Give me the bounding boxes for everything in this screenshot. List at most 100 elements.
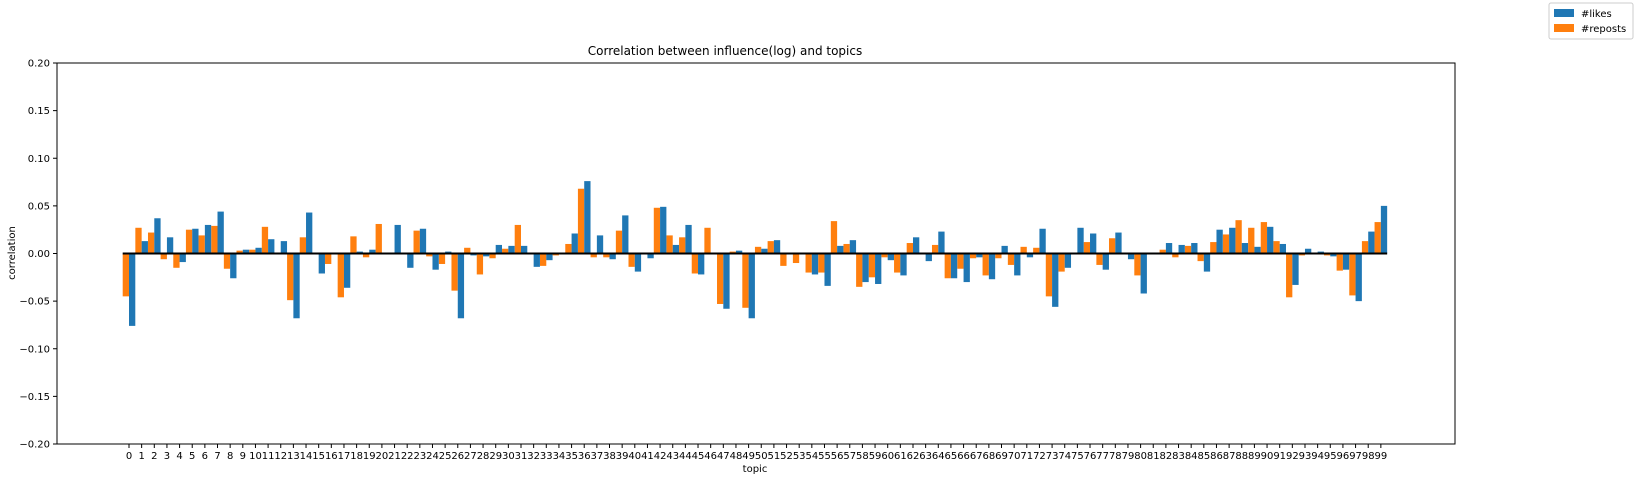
bar-likes-66 [963, 253, 970, 283]
bar-likes-71 [1026, 253, 1034, 258]
x-tick-label: 67 [970, 451, 983, 462]
bar-likes-11 [268, 239, 275, 254]
bar-reposts-61 [894, 253, 901, 273]
bar-likes-9 [242, 249, 250, 254]
x-tick-label: 0 [126, 451, 132, 462]
bar-reposts-86 [1210, 242, 1217, 254]
x-tick-label: 87 [1223, 451, 1236, 462]
bar-likes-93 [1304, 248, 1312, 254]
bar-reposts-3 [160, 253, 167, 260]
x-tick-label: 94 [1311, 451, 1324, 462]
bar-likes-62 [912, 237, 920, 254]
bar-likes-0 [129, 253, 136, 326]
x-tick-label: 39 [616, 451, 629, 462]
x-tick-label: 52 [780, 451, 793, 462]
bar-reposts-60 [881, 253, 888, 258]
bar-reposts-28 [476, 253, 484, 275]
bar-reposts-23 [413, 230, 420, 254]
x-tick-label: 91 [1273, 451, 1286, 462]
bar-likes-86 [1216, 229, 1223, 254]
bar-likes-6 [204, 224, 212, 254]
x-tick-label: 79 [1122, 451, 1135, 462]
x-tick-label: 45 [692, 451, 705, 462]
bar-reposts-4 [173, 253, 180, 268]
x-tick-label: 40 [628, 451, 641, 462]
bar-likes-91 [1279, 243, 1286, 254]
bar-reposts-89 [1248, 227, 1255, 254]
bar-reposts-24 [426, 253, 433, 257]
x-tick-label: 29 [489, 451, 502, 462]
bar-likes-79 [1127, 253, 1135, 260]
bar-likes-45 [698, 253, 705, 275]
bar-likes-22 [407, 253, 414, 268]
x-tick-label: 98 [1362, 451, 1375, 462]
x-tick-label: 47 [717, 451, 730, 462]
x-tick-label: 68 [982, 451, 995, 462]
x-tick-label: 26 [451, 451, 464, 462]
bar-likes-96 [1342, 253, 1350, 270]
bar-likes-36 [584, 181, 591, 254]
bar-reposts-30 [502, 248, 509, 254]
y-tick-label: −0.05 [19, 297, 50, 308]
bar-reposts-40 [628, 253, 635, 267]
x-tick-label: 1 [138, 451, 144, 462]
bar-likes-2 [154, 218, 161, 254]
bar-likes-57 [849, 240, 857, 254]
x-tick-label: 48 [730, 451, 743, 462]
bar-likes-14 [306, 212, 313, 254]
x-tick-label: 12 [274, 451, 287, 462]
y-tick-label: 0.10 [28, 154, 50, 165]
x-tick-label: 86 [1210, 451, 1223, 462]
bar-reposts-98 [1361, 241, 1369, 254]
x-tick-label: 74 [1058, 451, 1071, 462]
x-tick-label: 11 [262, 451, 275, 462]
bar-reposts-44 [679, 237, 686, 254]
bar-likes-69 [1001, 245, 1008, 254]
bar-likes-7 [217, 211, 224, 254]
legend: #likes #reposts [1548, 2, 1634, 40]
y-tick-label: 0.20 [28, 59, 50, 70]
bar-reposts-33 [539, 253, 547, 266]
bar-reposts-71 [1020, 246, 1027, 254]
bar-reposts-49 [742, 253, 749, 308]
x-tick-label: 65 [945, 451, 958, 462]
bar-reposts-29 [489, 253, 496, 259]
bar-reposts-1 [135, 227, 142, 254]
x-tick-label: 15 [312, 451, 325, 462]
y-tick-label: 0.00 [28, 249, 50, 260]
x-tick-label: 59 [869, 451, 882, 462]
x-tick-label: 20 [376, 451, 389, 462]
x-tick-label: 56 [831, 451, 844, 462]
x-tick-label: 95 [1324, 451, 1337, 462]
x-tick-label: 14 [300, 451, 313, 462]
bar-reposts-47 [717, 253, 724, 304]
x-tick-label: 35 [565, 451, 578, 462]
bar-likes-40 [634, 253, 642, 272]
bar-reposts-51 [767, 241, 774, 254]
bar-reposts-84 [1184, 245, 1192, 254]
bar-likes-63 [925, 253, 932, 262]
x-tick-label: 83 [1172, 451, 1185, 462]
y-tick-label: −0.10 [19, 344, 50, 355]
x-tick-label: 90 [1261, 451, 1274, 462]
bar-likes-92 [1292, 253, 1299, 285]
bar-reposts-83 [1172, 253, 1179, 258]
bar-likes-77 [1102, 253, 1109, 270]
bar-reposts-7 [211, 225, 218, 254]
bar-reposts-74 [1058, 253, 1065, 272]
bar-likes-68 [988, 253, 996, 280]
bar-reposts-59 [868, 253, 876, 278]
x-tick-label: 85 [1197, 451, 1210, 462]
bar-reposts-10 [249, 249, 256, 254]
bar-likes-95 [1330, 253, 1337, 257]
x-tick-label: 97 [1349, 451, 1362, 462]
x-tick-label: 43 [666, 451, 679, 462]
x-tick-label: 78 [1109, 451, 1122, 462]
bar-reposts-39 [615, 230, 623, 254]
bar-likes-73 [1052, 253, 1059, 307]
bar-likes-41 [647, 253, 654, 259]
bar-likes-90 [1267, 226, 1274, 254]
bar-likes-19 [369, 249, 376, 254]
bar-reposts-85 [1197, 253, 1204, 262]
bar-likes-3 [166, 237, 174, 254]
